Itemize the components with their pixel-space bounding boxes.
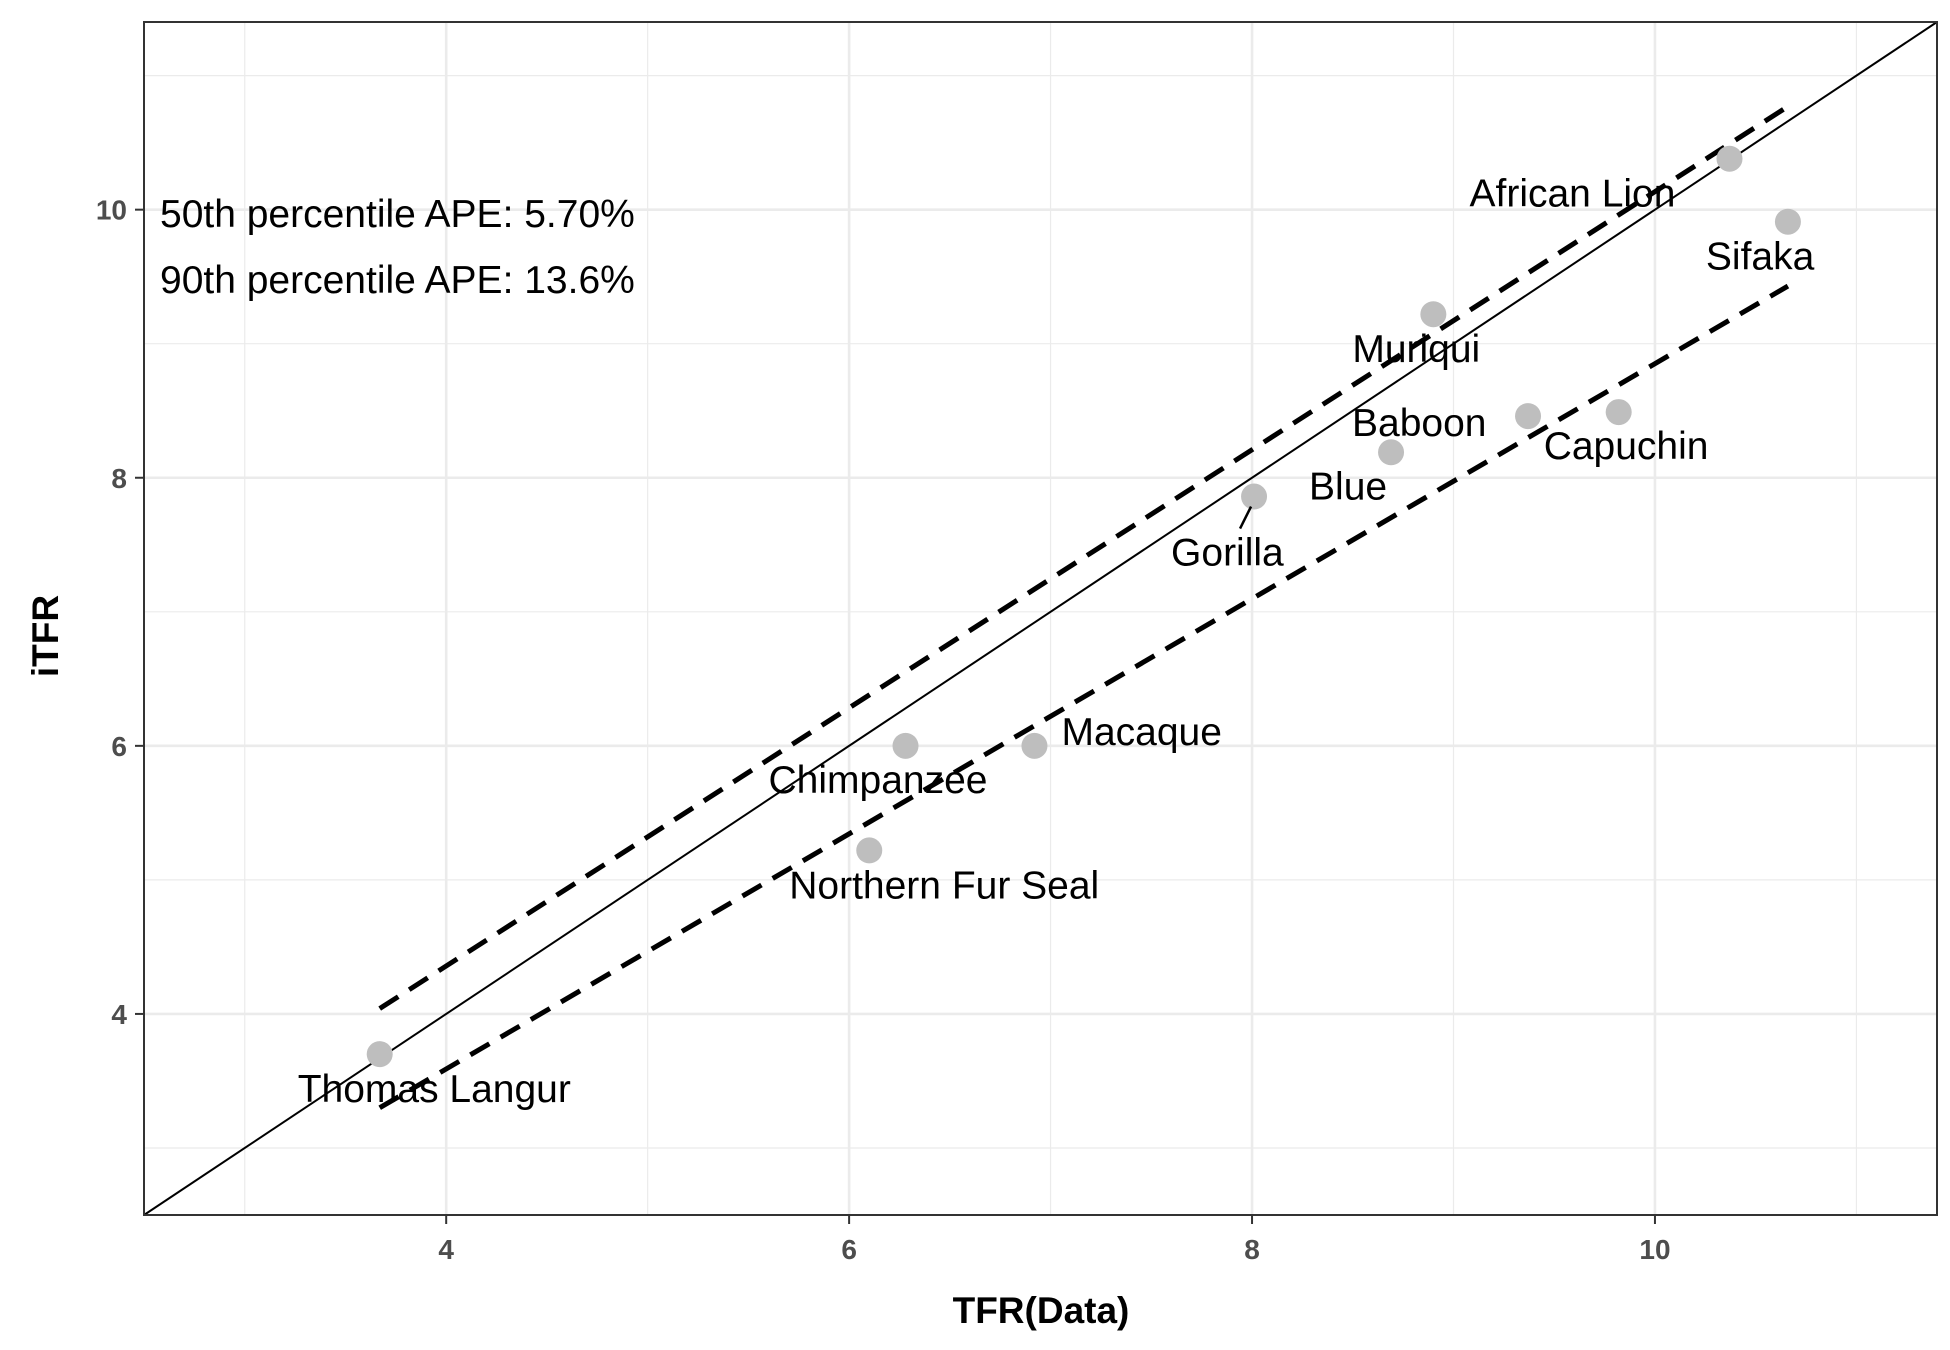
point-label: Thomas Langur <box>298 1068 571 1111</box>
data-point <box>1716 145 1743 172</box>
annotation-90th-percentile: 90th percentile APE: 13.6% <box>160 259 635 302</box>
y-tick-label: 6 <box>111 731 127 762</box>
annotation-50th-percentile: 50th percentile APE: 5.70% <box>160 193 635 236</box>
x-axis-title: TFR(Data) <box>953 1290 1130 1331</box>
point-label: Baboon <box>1352 402 1486 445</box>
point-label: Chimpanzee <box>769 759 988 802</box>
point-label: Northern Fur Seal <box>789 864 1099 907</box>
x-tick-label: 10 <box>1639 1234 1670 1265</box>
data-point <box>892 732 919 759</box>
x-tick-label: 6 <box>841 1234 857 1265</box>
reference-line-lower-band <box>378 283 1790 1110</box>
y-axis-ticks: 4 6 8 10 <box>96 195 144 1030</box>
data-points <box>366 145 1801 1068</box>
y-axis-title: iTFR <box>25 595 66 677</box>
label-leader-lines <box>1238 505 1253 530</box>
data-point-labels: Thomas Langur Northern Fur Seal Chimpanzee… <box>298 173 1815 1111</box>
x-tick-label: 8 <box>1244 1234 1260 1265</box>
minor-gridlines <box>144 22 1937 1215</box>
data-point <box>1420 301 1447 328</box>
reference-line-identity <box>143 21 1938 1216</box>
data-point <box>1378 439 1405 466</box>
data-point <box>1021 732 1048 759</box>
data-point <box>366 1041 393 1068</box>
data-point <box>1605 399 1632 426</box>
point-label: Muriqui <box>1352 328 1480 371</box>
y-tick-label: 10 <box>96 195 127 226</box>
panel-border <box>143 21 1938 1216</box>
point-label: Sifaka <box>1706 236 1815 279</box>
x-tick-label: 4 <box>438 1234 454 1265</box>
point-label: Capuchin <box>1544 425 1709 468</box>
y-tick-label: 4 <box>111 999 127 1030</box>
data-point <box>1241 483 1268 510</box>
point-label: African Lion <box>1469 173 1675 216</box>
point-label: Gorilla <box>1171 532 1284 575</box>
reference-lines <box>143 21 1938 1216</box>
x-axis-ticks: 4 6 8 10 <box>438 1215 1671 1265</box>
major-gridlines <box>144 22 1937 1215</box>
data-point <box>1515 403 1542 430</box>
data-point <box>1774 208 1801 235</box>
data-point <box>856 837 883 864</box>
y-tick-label: 8 <box>111 463 127 494</box>
point-label: Blue <box>1309 465 1387 508</box>
point-label: Macaque <box>1061 711 1221 754</box>
gorilla-leader-line <box>1238 505 1253 530</box>
